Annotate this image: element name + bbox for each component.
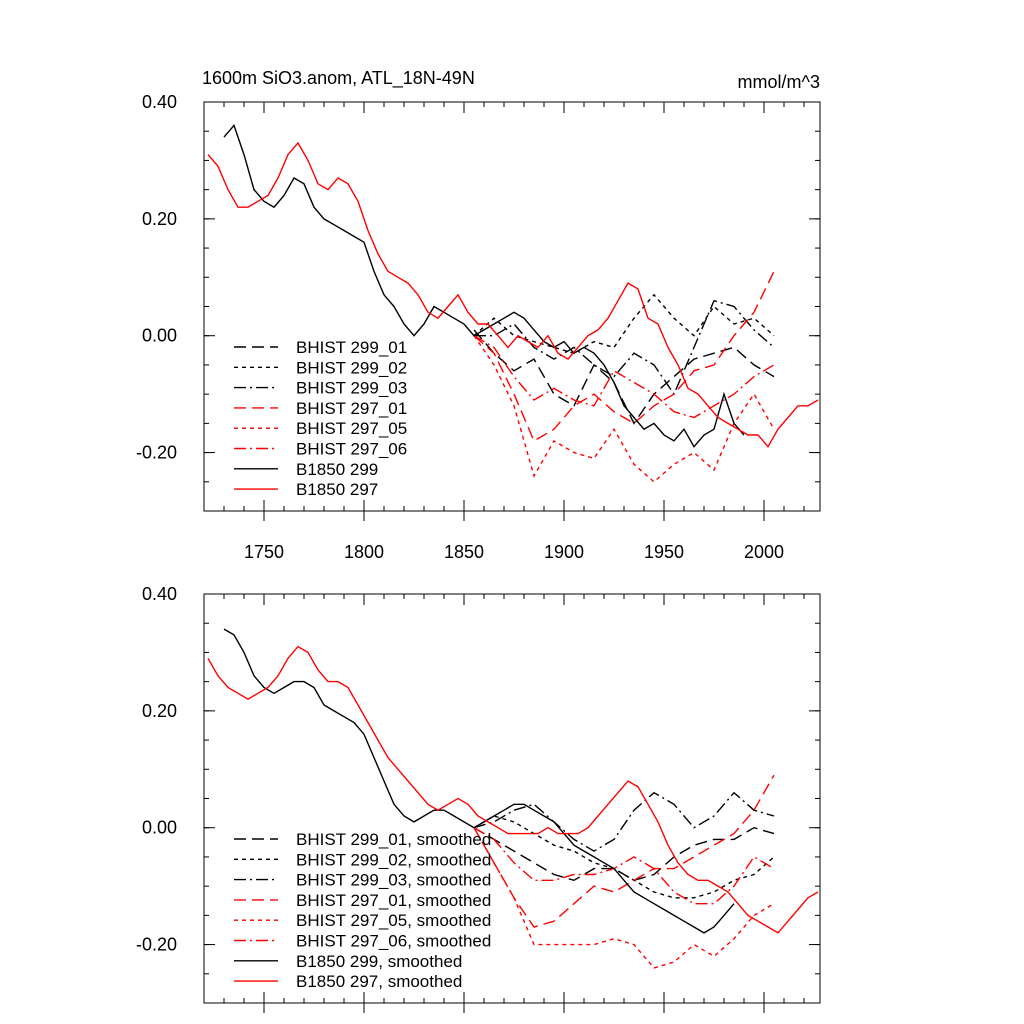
legend-label: BHIST 297_06, smoothed: [296, 932, 491, 951]
series-line: [473, 293, 775, 354]
legend-label: B1850 297: [296, 480, 378, 499]
legend-label: BHIST 299_03: [296, 379, 407, 398]
legend-label: BHIST 299_02, smoothed: [296, 850, 491, 869]
top-panel: -0.20 0.00 0.20 0.40 1750 1800 1850 1900 1950 200…: [136, 92, 821, 562]
series-line: [473, 815, 775, 899]
y-tick-label: 0.40: [142, 92, 177, 112]
series-line: [473, 827, 775, 969]
legend-label: B1850 299, smoothed: [296, 952, 462, 971]
series-line: [473, 335, 775, 419]
legend-label: BHIST 299_03, smoothed: [296, 871, 491, 890]
y-tick-label: 0.20: [142, 209, 177, 229]
legend-label: BHIST 297_01: [296, 399, 407, 418]
x-tick-label: 2000: [744, 542, 784, 562]
legend-label: BHIST 297_06: [296, 440, 407, 459]
series-line: [207, 141, 819, 448]
y-tick-label: 0.20: [142, 701, 177, 721]
series-line: [473, 826, 775, 882]
y-tick-label: 0.00: [142, 818, 177, 838]
legend-label: BHIST 299_01, smoothed: [296, 830, 491, 849]
legend-label: BHIST 299_01: [296, 338, 407, 357]
legend-label: BHIST 297_05, smoothed: [296, 911, 491, 930]
x-tick-label: 1950: [644, 542, 684, 562]
series-line: [474, 299, 775, 396]
legend-label: BHIST 299_02: [296, 358, 407, 377]
legend-label: BHIST 297_01, smoothed: [296, 891, 491, 910]
x-tick-label: 1750: [244, 542, 284, 562]
legend-label: BHIST 297_05: [296, 419, 407, 438]
series-line: [473, 827, 775, 905]
y-tick-label: 0.00: [142, 326, 177, 346]
x-tick-label: 1800: [344, 542, 384, 562]
legend-label: B1850 297, smoothed: [296, 972, 462, 991]
series-line: [223, 628, 735, 934]
series-line: [473, 271, 775, 442]
x-tick-label: 1900: [544, 542, 584, 562]
x-tick-label: 1850: [444, 542, 484, 562]
figure-units: mmol/m^3: [738, 72, 820, 92]
figure-title: 1600m SiO3.anom, ATL_18N-49N: [202, 68, 475, 89]
y-tick-label: -0.20: [136, 443, 177, 463]
y-tick-label: 0.40: [142, 584, 177, 604]
y-tick-label: -0.20: [136, 935, 177, 955]
series-line: [473, 791, 775, 852]
series-line: [207, 645, 819, 934]
series-line: [223, 124, 745, 448]
series-line: [473, 335, 775, 483]
series-line: [473, 774, 775, 928]
legend-label: B1850 299: [296, 460, 378, 479]
